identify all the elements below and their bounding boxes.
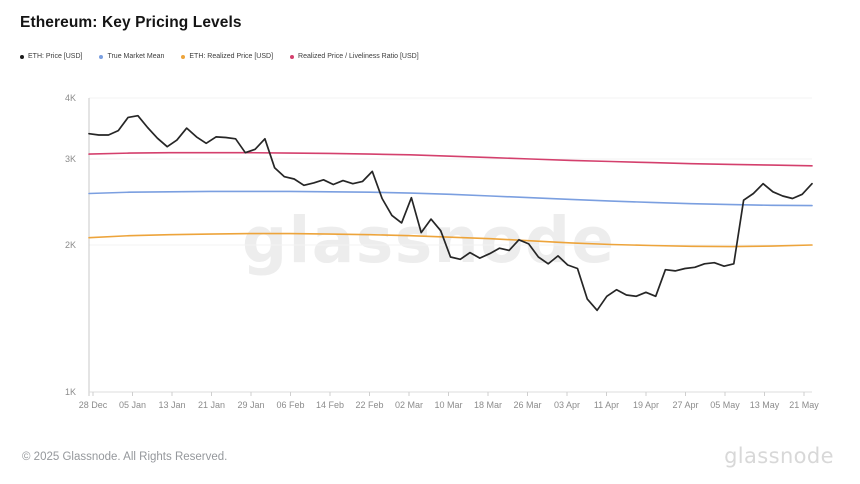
x-tick-label: 22 Feb <box>355 400 383 410</box>
copyright-text: © 2025 Glassnode. All Rights Reserved. <box>22 451 228 463</box>
y-tick-label-3K: 3K <box>65 154 76 164</box>
x-tick-label: 26 Mar <box>513 400 541 410</box>
x-tick-label: 21 May <box>789 400 819 410</box>
y-tick-label-1K: 1K <box>65 387 76 397</box>
x-tick-label: 29 Jan <box>237 400 264 410</box>
x-tick-label: 27 Apr <box>672 400 698 410</box>
legend-label-true-market-mean: True Market Mean <box>107 53 165 60</box>
x-tick-label: 13 Jan <box>158 400 185 410</box>
legend-dot-liveliness-ratio-icon <box>290 54 295 59</box>
glassnode-watermark: glassnode <box>242 209 616 273</box>
y-tick-label-2K: 2K <box>65 240 76 250</box>
legend-item-eth-price[interactable]: ETH: Price [USD] <box>20 53 82 60</box>
legend-dot-eth-price-icon <box>20 54 24 59</box>
x-tick-label: 02 Mar <box>395 400 423 410</box>
y-tick-label-4K: 4K <box>65 93 76 103</box>
plot-area[interactable] <box>89 98 812 392</box>
series-line-0-eth-price-usd <box>88 114 813 312</box>
legend-label-liveliness-ratio: Realized Price / Liveliness Ratio [USD] <box>298 53 419 60</box>
legend-dot-realized-price-icon <box>181 54 186 59</box>
x-tick-label: 11 Apr <box>594 400 619 410</box>
chart-title: Ethereum: Key Pricing Levels <box>20 14 242 31</box>
legend-label-eth-price: ETH: Price [USD] <box>28 53 83 60</box>
series-line-1-true-market-mean <box>88 190 813 207</box>
x-tick-label: 14 Feb <box>316 400 344 410</box>
x-tick-label: 05 May <box>710 400 740 410</box>
series-line-2-eth-realized-price-usd <box>88 232 813 248</box>
legend-label-realized-price: ETH: Realized Price [USD] <box>189 53 274 60</box>
x-tick-label: 10 Mar <box>434 400 462 410</box>
series-line-3-realized-price-liveliness-ratio-usd <box>88 151 813 167</box>
x-tick-label: 05 Jan <box>119 400 146 410</box>
x-tick-label: 18 Mar <box>474 400 502 410</box>
x-tick-label: 06 Feb <box>276 400 304 410</box>
legend-item-liveliness-ratio[interactable]: Realized Price / Liveliness Ratio [USD] <box>290 53 419 60</box>
x-tick-label: 21 Jan <box>198 400 225 410</box>
legend-dot-true-market-mean-icon <box>99 54 104 59</box>
legend-item-true-market-mean[interactable]: True Market Mean <box>99 53 164 60</box>
x-tick-label: 13 May <box>750 400 780 410</box>
glassnode-logo: glassnode <box>724 444 834 468</box>
legend-item-realized-price[interactable]: ETH: Realized Price [USD] <box>181 53 273 60</box>
x-tick-label: 28 Dec <box>79 400 108 410</box>
x-tick-label: 19 Apr <box>633 400 659 410</box>
chart-legend: ETH: Price [USD] True Market Mean ETH: R… <box>20 53 419 60</box>
x-tick-label: 03 Apr <box>554 400 580 410</box>
